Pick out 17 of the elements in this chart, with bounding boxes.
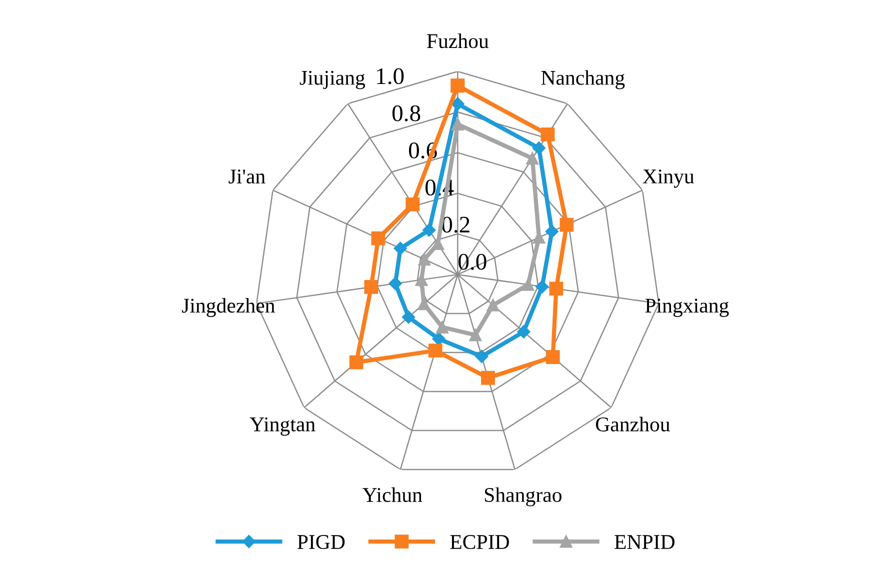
spoke-label: Yingtan	[250, 417, 316, 436]
legend-label: ECPID	[450, 535, 509, 550]
legend-label: ENPID	[614, 535, 674, 549]
spoke-label: Pingxiang	[645, 298, 729, 317]
spoke-label: Xinyu	[642, 169, 694, 188]
legend-label: PIGD	[297, 535, 345, 550]
spoke-label: Ganzhou	[596, 416, 670, 432]
spoke-label: Jiujiang	[300, 70, 366, 90]
y-tick-label: 0.0	[458, 254, 486, 270]
spoke-label: Yichun	[362, 487, 422, 502]
spoke-label: Ji'an	[228, 170, 266, 184]
spoke-label: Jingdezhen	[182, 298, 275, 317]
y-tick-label: 0.8	[392, 105, 420, 122]
spoke-label: Fuzhou	[427, 33, 489, 48]
spoke-label: Nanchang	[541, 70, 625, 90]
y-tick-label: 1.0	[377, 68, 404, 84]
spoke-label: Shangrao	[484, 487, 562, 506]
